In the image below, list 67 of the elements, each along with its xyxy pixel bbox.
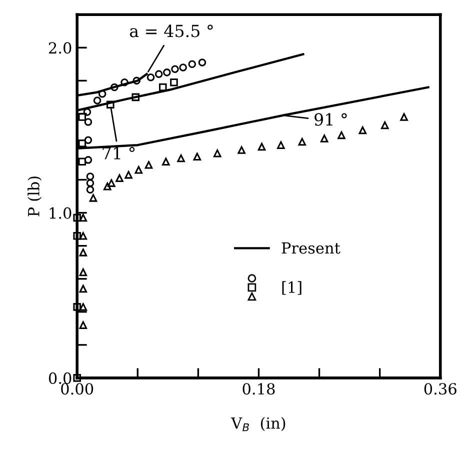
point [106,100,114,109]
point [73,232,81,240]
point [86,186,94,194]
point [116,174,124,182]
point [188,60,196,68]
point [132,93,140,102]
point [277,141,285,149]
point [380,121,389,130]
point [103,182,112,190]
point [83,108,92,116]
point [84,118,92,126]
point [177,154,185,162]
point [358,126,367,134]
point [98,90,106,98]
point [213,149,222,158]
point [132,76,141,85]
point [86,172,94,180]
point [320,134,328,142]
point [120,78,128,86]
point [258,142,266,151]
point [110,83,118,92]
annotation: 91 ° [314,113,347,126]
point [79,214,88,222]
point [79,248,88,256]
y-tick-label: 0.0 [48,372,72,384]
point [79,232,88,240]
legend-label: [1] [282,281,302,295]
point [154,70,163,78]
point [193,152,202,161]
point [400,113,408,121]
point [73,374,81,382]
x-axis-title: V$_{B}$ (in) [230,417,286,432]
point [89,194,98,202]
y-tick-label: 1.0 [50,207,72,219]
point [79,303,88,311]
point [134,166,143,174]
x-tick-label: 0.18 [242,383,275,395]
point [84,156,92,164]
point [198,58,206,66]
point [79,284,88,293]
point [79,321,88,329]
point [146,73,155,82]
point [144,161,153,169]
point [238,146,246,154]
point [170,78,178,86]
point [73,214,81,222]
point [84,136,92,144]
point [162,158,170,166]
annotation: a = 45.5 ° [130,24,213,38]
point [163,68,171,76]
point [78,158,86,166]
point [338,131,346,140]
point [73,303,81,311]
point [179,64,187,72]
point [298,138,306,146]
point [108,179,116,187]
y-tick-label: 2.0 [48,42,72,54]
legend-label: Present [282,242,340,254]
point [86,179,94,187]
x-tick-label: 0.00 [61,383,94,395]
point [79,268,88,276]
point [124,170,132,179]
x-tick-label: 0.36 [424,383,456,395]
point [171,65,179,74]
y-axis-title: P (lb) [28,176,42,216]
point [93,96,102,104]
point [158,83,167,92]
